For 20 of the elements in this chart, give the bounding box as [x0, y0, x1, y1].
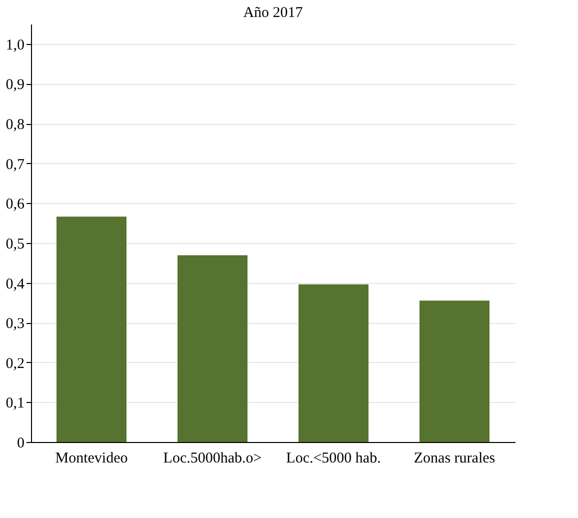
y-tick-label: 0,1: [6, 396, 24, 412]
y-tick-label: 0,8: [6, 117, 24, 134]
y-tick-label: 0,9: [6, 77, 24, 94]
y-tick-label: 0,2: [6, 356, 24, 372]
x-tick-label: Loc.<5000 hab.: [286, 450, 381, 466]
y-tick-label: 0,4: [6, 276, 25, 292]
y-tick-label: 0: [17, 436, 24, 452]
y-tick-label: 1,0: [6, 37, 24, 54]
y-tick-label: 0,6: [6, 196, 25, 213]
y-tick-label: 0,3: [6, 316, 24, 332]
bar: [178, 255, 248, 442]
x-tick-label: Montevideo: [55, 450, 128, 466]
bar: [56, 216, 126, 442]
bar: [298, 284, 368, 442]
x-tick-label: Loc.5000hab.o>: [163, 450, 262, 466]
y-tick-label: 0,7: [6, 156, 25, 173]
bar: [420, 300, 490, 442]
x-tick-label: Zonas rurales: [414, 450, 496, 466]
chart-title: Año 2017: [243, 5, 304, 21]
y-tick-label: 0,5: [6, 236, 24, 252]
